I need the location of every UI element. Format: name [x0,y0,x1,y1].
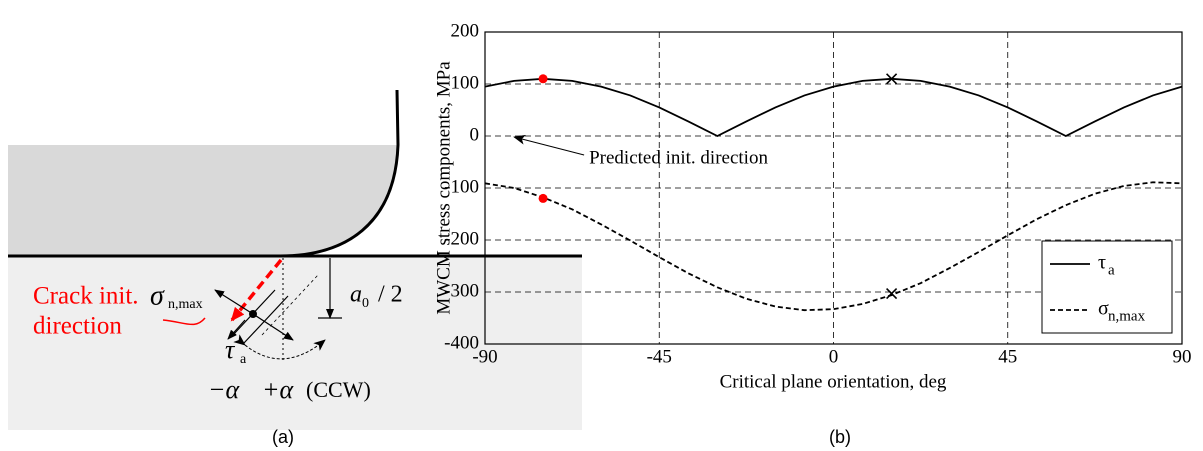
y-tick-label: 0 [470,124,480,145]
tau-symbol: τ [225,335,236,364]
highlight-point [538,74,548,84]
y-tick-label: 200 [451,20,480,41]
x-tick-label: -45 [647,346,672,367]
y-tick-label: -300 [444,280,479,301]
crack-label: Crack init. [33,283,139,310]
y-axis-label: MWCM stress components, MPa [433,61,454,315]
plus-alpha: +α [262,375,295,404]
tau-subscript: a [240,352,247,367]
crack-label: direction [33,313,122,340]
ccw-label: (CCW) [306,377,371,402]
caption: (a) [272,427,294,447]
tau-arrow [227,319,246,340]
sigma-symbol: σ [150,280,165,311]
legend-label-subscript: n,max [1108,308,1146,324]
caption: (b) [829,427,851,447]
crack-arrow [230,258,283,322]
sigma-subscript: n,max [168,297,203,312]
annotation-arrow [513,134,585,156]
rotation-arc [233,334,326,360]
x-tick-label: -90 [472,346,497,367]
plot-frame [484,31,1183,345]
depth-symbol: a [350,282,362,308]
x-tick-label: 0 [829,346,839,367]
legend-label: τ [1098,252,1106,274]
legend-box [1041,240,1173,334]
minus-alpha: −α [208,375,241,404]
depth-subscript: 0 [362,296,369,311]
y-tick-label: -200 [444,228,479,249]
annotation-text: Predicted init. direction [589,147,768,168]
indenter [8,145,398,256]
panel-a: σ n,max Crack init. direction τ a a 0 / … [8,89,582,447]
panel-b: Critical plane orientation, deg MWCM str… [433,20,1191,446]
x-axis-label: Critical plane orientation, deg [720,371,947,392]
legend-label: σ [1098,298,1109,320]
highlight-point [538,193,548,203]
series-line [484,77,1183,138]
y-tick-label: -100 [444,176,479,197]
x-tick-label: 90 [1173,346,1192,367]
crack-leader [162,317,206,326]
highlight-point [886,287,898,300]
indenter-edge [279,89,400,258]
depth-rest: / 2 [378,282,403,308]
y-tick-label: 100 [451,72,480,93]
series-line [484,181,1183,312]
y-tick-label: -400 [444,332,479,353]
plane-normal-guide [261,274,319,336]
x-tick-label: 45 [998,346,1017,367]
sigma-arrow [214,289,254,315]
highlight-point [886,73,898,85]
legend-label-subscript: a [1108,262,1115,278]
